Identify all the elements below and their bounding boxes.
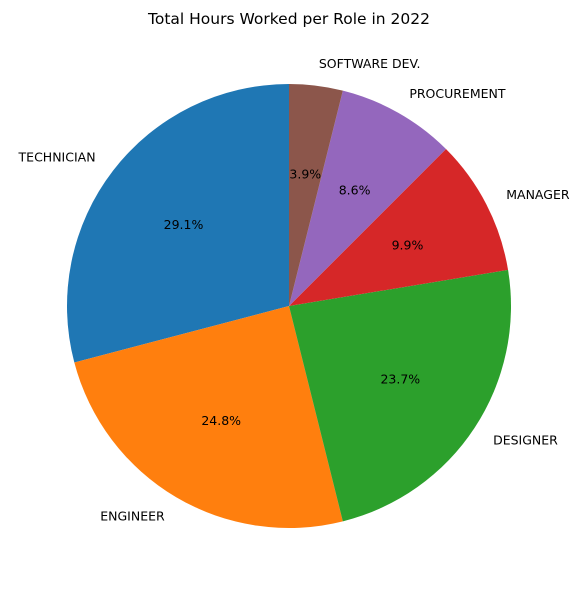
slice-label-engineer: ENGINEER <box>100 509 165 524</box>
pct-label-designer: 23.7% <box>380 372 420 387</box>
slice-label-procurement: PROCUREMENT <box>409 86 506 101</box>
slice-label-technician: TECHNICIAN <box>18 149 96 164</box>
slice-label-software-dev: SOFTWARE DEV. <box>319 56 421 71</box>
pct-label-software-dev: 3.9% <box>289 166 321 181</box>
pct-label-engineer: 24.8% <box>201 413 241 428</box>
slice-label-manager: MANAGER <box>506 187 570 202</box>
pct-label-technician: 29.1% <box>164 217 204 232</box>
chart-title: Total Hours Worked per Role in 2022 <box>147 10 430 28</box>
pie-slices <box>67 84 511 528</box>
slice-label-designer: DESIGNER <box>493 433 558 448</box>
pct-label-manager: 9.9% <box>392 238 424 253</box>
pct-label-procurement: 8.6% <box>339 183 371 198</box>
